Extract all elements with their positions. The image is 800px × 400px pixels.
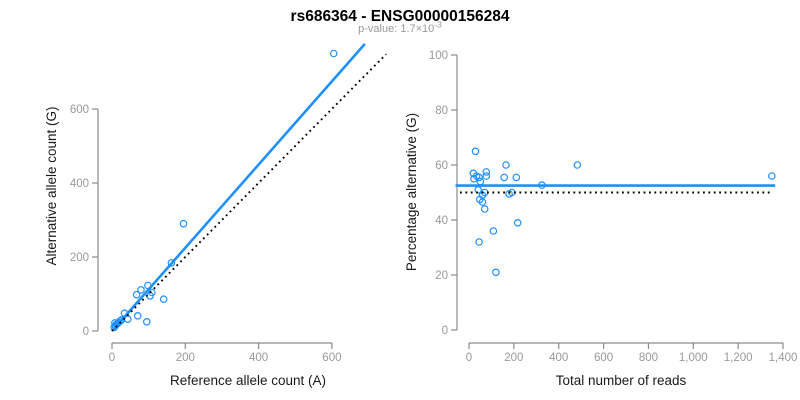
data-point (475, 238, 483, 246)
x-tick-label: 1,400 (769, 352, 798, 364)
x-tick-label: 400 (249, 352, 268, 364)
y-tick-label: 0 (83, 326, 89, 338)
x-tick-label: 400 (549, 352, 568, 364)
data-point (500, 173, 509, 182)
figure-title: rs686364 - ENSG00000156284 (291, 8, 510, 25)
data-point (179, 219, 188, 228)
data-point (492, 268, 500, 277)
x-tick-label: 800 (639, 352, 658, 364)
x-tick-label: 600 (322, 352, 341, 364)
data-point (489, 227, 498, 235)
y-tick-label: 80 (435, 105, 448, 117)
y-tick-label: 100 (429, 50, 448, 62)
data-point (137, 286, 145, 294)
figure-subtitle: p-value: 1.7×10-3 (358, 20, 442, 36)
fitted-line (111, 43, 366, 332)
pvalue-text: p-value: 1.7×10 (358, 23, 434, 35)
x-tick-label: 0 (109, 352, 115, 364)
y-tick-label: 20 (435, 270, 448, 282)
y-tick-label: 40 (435, 215, 448, 227)
right-scatter-panel: 0 200 400 600 800 1,000 1,200 1,400 0 20 40 60 80 100 (429, 50, 798, 364)
x-tick-label: 200 (176, 352, 195, 364)
data-point (471, 147, 480, 156)
y-tick-label: 400 (70, 178, 89, 190)
data-point (143, 317, 151, 326)
data-point (159, 295, 168, 304)
x-tick-label: 0 (466, 352, 472, 364)
data-point (478, 198, 487, 206)
x-tick-label: 1,200 (724, 352, 753, 364)
data-point (474, 186, 483, 194)
data-point (767, 172, 776, 180)
data-point (475, 173, 483, 182)
data-point (482, 172, 491, 180)
data-point (480, 205, 489, 213)
right-xaxis-label: Total number of reads (556, 373, 687, 388)
data-point (512, 173, 521, 182)
y-tick-label: 0 (442, 325, 448, 337)
data-point (513, 219, 522, 227)
x-tick-label: 1,000 (679, 352, 708, 364)
data-point (573, 161, 582, 169)
pvalue-exponent: -3 (434, 20, 442, 30)
left-scatter-panel: 0 200 400 600 0 200 400 600 (70, 43, 387, 364)
right-yaxis-label: Percentage alternative (G) (404, 113, 419, 271)
left-yaxis-label: Alternative allele count (G) (44, 106, 59, 265)
data-point (502, 161, 510, 169)
data-point (148, 288, 156, 297)
y-tick-label: 60 (435, 160, 448, 172)
x-tick-label: 600 (594, 352, 613, 364)
data-point (329, 49, 338, 58)
left-xaxis-label: Reference allele count (A) (170, 373, 326, 388)
y-tick-label: 200 (70, 252, 89, 264)
data-point (167, 259, 176, 267)
data-point (133, 311, 142, 320)
data-point (482, 168, 491, 176)
y-tick-label: 600 (70, 104, 89, 116)
x-tick-label: 200 (504, 352, 523, 364)
identity-line (111, 53, 387, 332)
data-point (132, 290, 141, 299)
data-point (476, 177, 485, 186)
